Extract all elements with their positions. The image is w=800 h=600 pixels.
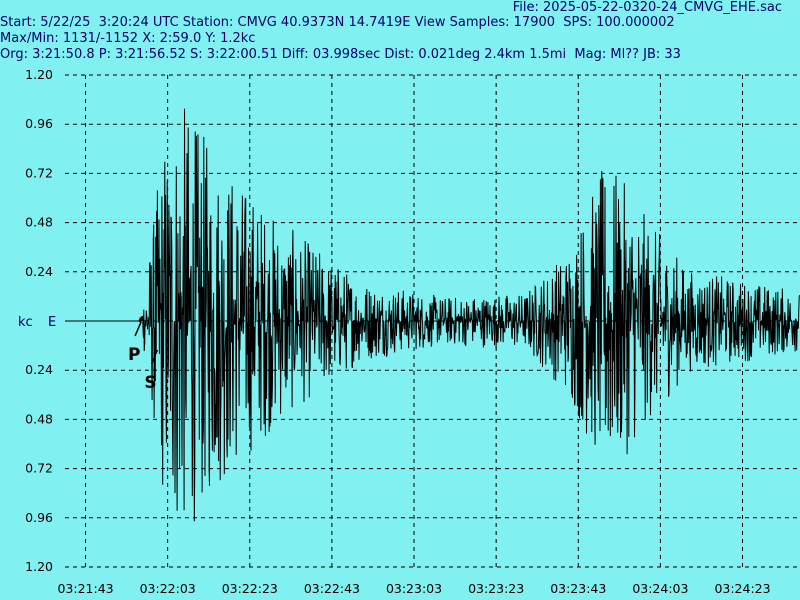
phase-markers: PS	[128, 321, 159, 393]
unit-label: kc	[18, 315, 33, 330]
seismic-trace	[65, 108, 800, 522]
file-name: File: 2025-05-22-0320-24_CMVG_EHE.sac	[512, 0, 782, 15]
phase-tick	[134, 321, 142, 337]
phase-label-s: S	[144, 373, 156, 393]
y-tick-label: 0.96	[25, 116, 53, 131]
start-info: Start: 5/22/25 3:20:24 UTC Station: CMVG…	[0, 15, 675, 30]
x-tick-label: 03:23:03	[386, 581, 442, 596]
phase-label-p: P	[128, 345, 140, 365]
x-tick-label: 03:22:23	[222, 581, 278, 596]
y-tick-label: 0.48	[25, 411, 53, 426]
y-tick-label: 0.24	[25, 264, 53, 279]
origin-info: Org: 3:21:50.8 P: 3:21:56.52 S: 3:22:00.…	[0, 47, 681, 62]
x-axis-labels: 03:21:43 03:22:03 03:22:23 03:22:43 03:23:03…	[57, 581, 770, 596]
phase-tick	[150, 349, 159, 365]
x-tick-label: 03:22:03	[140, 581, 196, 596]
y-tick-label: 1.20	[25, 67, 53, 82]
y-tick-label: 0.72	[25, 165, 53, 180]
y-axis-labels: 1.20 0.96 0.72 0.48 0.24 0.24 0.48 0.72 0.96 1.20	[25, 67, 53, 574]
x-tick-label: 03:24:23	[714, 581, 770, 596]
y-tick-label: 0.48	[25, 215, 53, 230]
y-tick-label: 0.72	[25, 461, 53, 476]
x-tick-label: 03:23:43	[550, 581, 606, 596]
x-tick-label: 03:23:23	[468, 581, 524, 596]
y-tick-label: 0.24	[25, 362, 53, 377]
x-tick-label: 03:22:43	[304, 581, 360, 596]
y-tick-label: 1.20	[25, 559, 53, 574]
y-tick-label: 0.96	[25, 510, 53, 525]
x-tick-label: 03:21:43	[57, 581, 113, 596]
maxmin-info: Max/Min: 1131/-1152 X: 2:59.0 Y: 1.2kc	[0, 31, 256, 46]
x-tick-label: 03:24:03	[632, 581, 688, 596]
channel-label: E	[48, 315, 56, 330]
